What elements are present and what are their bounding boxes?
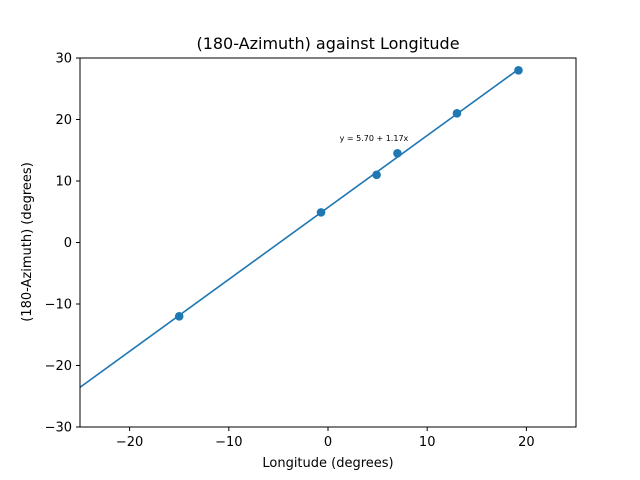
y-tick-label: −10	[45, 298, 72, 313]
y-tick-label: −20	[45, 359, 72, 374]
y-tick-label: 0	[64, 236, 72, 251]
y-tick-label: −30	[45, 421, 72, 436]
y-axis-title: (180-Azimuth) (degrees)	[20, 162, 35, 322]
chart-title: (180-Azimuth) against Longitude	[196, 34, 459, 53]
data-point	[393, 149, 402, 158]
data-point	[514, 66, 523, 75]
x-tick-label: −10	[215, 435, 242, 450]
x-tick-label: −20	[116, 435, 143, 450]
x-tick-label: 20	[518, 435, 535, 450]
plot-area	[80, 66, 523, 388]
data-point	[316, 208, 326, 217]
y-tick-label: 30	[55, 52, 72, 67]
data-point	[174, 312, 184, 321]
axis-ticks: −20 −10 0 10 20 −30 −20 −10 0 10 20 30	[45, 52, 535, 451]
y-tick-label: 10	[55, 175, 72, 190]
x-tick-label: 10	[419, 435, 436, 450]
y-tick-label: 20	[55, 113, 72, 128]
x-axis-title: Longitude (degrees)	[262, 456, 393, 471]
fit-line	[80, 68, 519, 388]
x-tick-label: 0	[324, 435, 332, 450]
data-point	[372, 170, 381, 180]
fit-equation-annotation: y = 5.70 + 1.17x	[340, 134, 409, 143]
data-point	[452, 109, 462, 118]
